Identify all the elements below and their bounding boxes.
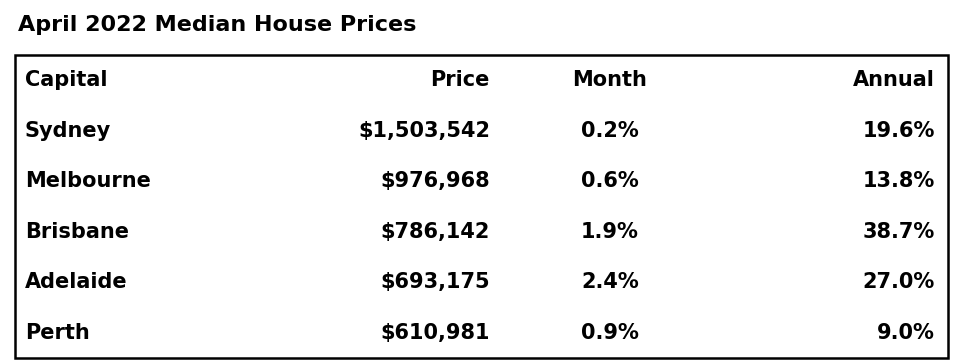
Bar	[15, 55, 948, 358]
Text: 27.0%: 27.0%	[863, 272, 935, 292]
Text: Capital: Capital	[25, 70, 108, 90]
Text: 13.8%: 13.8%	[863, 171, 935, 191]
Text: Price: Price	[431, 70, 490, 90]
Text: April 2022 Median House Prices: April 2022 Median House Prices	[18, 15, 417, 35]
Text: Adelaide: Adelaide	[25, 272, 128, 292]
Text: Melbourne: Melbourne	[25, 171, 151, 191]
Text: 2.4%: 2.4%	[581, 272, 638, 292]
Text: $976,968: $976,968	[380, 171, 490, 191]
Text: 1.9%: 1.9%	[581, 222, 639, 242]
Text: 9.0%: 9.0%	[877, 323, 935, 343]
Text: 19.6%: 19.6%	[863, 121, 935, 141]
Text: Sydney: Sydney	[25, 121, 111, 141]
Text: Month: Month	[572, 70, 647, 90]
Text: 0.9%: 0.9%	[581, 323, 639, 343]
Text: Brisbane: Brisbane	[25, 222, 129, 242]
Text: Annual: Annual	[853, 70, 935, 90]
Text: $786,142: $786,142	[380, 222, 490, 242]
Text: $610,981: $610,981	[380, 323, 490, 343]
Text: 38.7%: 38.7%	[863, 222, 935, 242]
Text: 0.2%: 0.2%	[581, 121, 638, 141]
Text: $1,503,542: $1,503,542	[358, 121, 490, 141]
Text: Perth: Perth	[25, 323, 89, 343]
Text: 0.6%: 0.6%	[581, 171, 638, 191]
Text: $693,175: $693,175	[380, 272, 490, 292]
